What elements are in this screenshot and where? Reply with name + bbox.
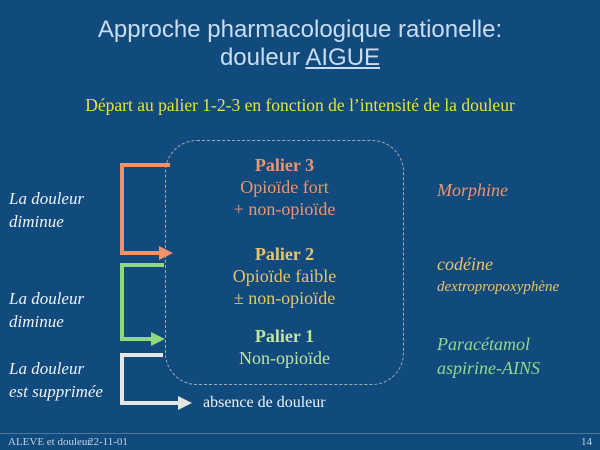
- palier-2-line-1: Opioïde faible: [232, 266, 337, 286]
- footer-presentation-title: ALEVE et douleur: [8, 436, 92, 448]
- dextropropoxyphene-label: dextropropoxyphène: [437, 279, 560, 295]
- palier-2-title: Palier 2: [254, 244, 315, 264]
- pain-decreases-label-1-line-2: diminue: [9, 212, 64, 231]
- subtitle: Départ au palier 1-2-3 en fonction de l’…: [85, 95, 515, 115]
- paracetamol-label: Paracétamol: [437, 334, 530, 354]
- palier-3-line-1: Opioïde fort: [240, 177, 329, 197]
- title-line-2: douleur AIGUE: [0, 44, 600, 72]
- palier-1-group: Palier 1 Non-opioïde: [166, 325, 403, 369]
- pain-decreases-label-1: La douleur diminue: [9, 187, 84, 233]
- codeine-label: codéine: [437, 254, 493, 274]
- palier-1-title: Palier 1: [254, 326, 315, 346]
- title-aigue-underlined: AIGUE: [305, 44, 381, 71]
- footer-date: 22-11-01: [88, 436, 128, 448]
- palier-box: Palier 3 Opioïde fort + non-opioïde Pali…: [165, 140, 404, 385]
- palier-1-line-1: Non-opioïde: [239, 348, 330, 368]
- page-title: Approche pharmacologique rationelle: dou…: [0, 16, 600, 72]
- aspirine-ains-label: aspirine-AINS: [437, 358, 540, 378]
- palier-3-group: Palier 3 Opioïde fort + non-opioïde: [166, 154, 403, 220]
- title-line-1: Approche pharmacologique rationelle:: [97, 16, 503, 43]
- pain-decreases-label-1-line-1: La douleur: [9, 189, 85, 208]
- title-line-2-prefix: douleur: [219, 44, 306, 71]
- pain-suppressed-label-line-1: La douleur: [9, 359, 85, 378]
- pain-decreases-label-2-line-2: diminue: [9, 312, 64, 331]
- palier-2-line-2: ± non-opioïde: [233, 288, 336, 308]
- footer-page-number: 14: [581, 436, 592, 448]
- palier-2-group: Palier 2 Opioïde faible ± non-opioïde: [166, 243, 403, 309]
- footer-divider: [0, 433, 600, 434]
- absence-de-douleur-label: absence de douleur: [203, 394, 326, 411]
- palier-3-line-2: + non-opioïde: [233, 199, 336, 219]
- pain-decreases-label-2-line-1: La douleur: [9, 289, 85, 308]
- pain-suppressed-label-line-2: est supprimée: [9, 382, 103, 401]
- green-feedback-arrow-icon: [120, 263, 165, 346]
- pain-suppressed-label: La douleur est supprimée: [9, 357, 103, 403]
- paracetamol-group-label: Paracétamol aspirine-AINS: [437, 332, 540, 380]
- codeine-group-label: codéine dextropropoxyphène: [437, 253, 559, 299]
- palier-3-title: Palier 3: [254, 155, 315, 175]
- pain-decreases-label-2: La douleur diminue: [9, 287, 84, 333]
- morphine-label: Morphine: [437, 180, 508, 200]
